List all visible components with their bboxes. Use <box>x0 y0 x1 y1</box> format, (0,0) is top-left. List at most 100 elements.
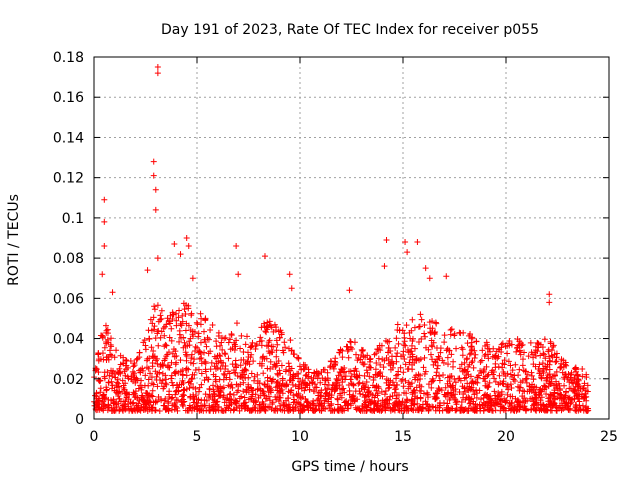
data-point <box>163 381 170 388</box>
data-point <box>142 342 149 349</box>
data-point <box>467 400 474 407</box>
data-point <box>442 384 449 391</box>
data-point <box>171 406 178 413</box>
data-point <box>261 391 268 398</box>
data-point <box>353 351 360 358</box>
data-point <box>136 354 143 361</box>
data-point <box>394 321 401 328</box>
data-point <box>409 316 416 323</box>
data-point <box>358 352 365 359</box>
data-point <box>283 382 290 389</box>
data-point <box>234 373 241 380</box>
data-point <box>408 348 415 355</box>
y-tick-label: 0.14 <box>53 130 84 146</box>
data-point <box>101 375 108 382</box>
data-point <box>471 354 478 361</box>
data-point <box>258 362 265 369</box>
data-point <box>350 382 357 389</box>
data-point <box>298 395 305 402</box>
data-point <box>228 381 235 388</box>
data-point <box>579 365 586 372</box>
data-point <box>242 399 249 406</box>
data-point <box>356 379 363 386</box>
data-point <box>521 349 528 356</box>
data-point <box>166 318 173 325</box>
data-point <box>471 391 478 398</box>
data-point <box>224 395 231 402</box>
data-point <box>178 322 185 329</box>
data-point <box>334 396 341 403</box>
data-point <box>473 387 480 394</box>
data-point <box>517 384 524 391</box>
data-point <box>334 377 341 384</box>
data-point <box>541 382 548 389</box>
data-point <box>343 343 350 350</box>
data-point <box>257 334 264 341</box>
data-point <box>466 385 473 392</box>
data-point <box>521 388 528 395</box>
data-point <box>109 289 116 296</box>
data-point <box>296 383 303 390</box>
data-point <box>122 356 129 363</box>
data-point <box>371 394 378 401</box>
data-point <box>110 367 117 374</box>
data-point <box>530 354 537 361</box>
data-point <box>248 395 255 402</box>
data-point <box>272 327 279 334</box>
data-point <box>242 341 249 348</box>
data-point <box>571 365 578 372</box>
data-point <box>378 342 385 349</box>
data-point <box>484 384 491 391</box>
data-point <box>261 382 268 389</box>
data-point <box>242 366 249 373</box>
data-point <box>145 365 152 372</box>
data-point <box>492 392 499 399</box>
data-point <box>233 398 240 405</box>
data-point <box>292 405 299 412</box>
data-point <box>315 370 322 377</box>
data-point <box>516 347 523 354</box>
data-point <box>195 333 202 340</box>
data-point <box>415 338 422 345</box>
data-point <box>402 342 409 349</box>
data-point <box>311 388 318 395</box>
data-point <box>114 379 121 386</box>
data-point <box>264 319 271 326</box>
data-point <box>539 401 546 408</box>
data-point <box>243 367 250 374</box>
data-point <box>583 374 590 381</box>
data-point <box>409 389 416 396</box>
data-point <box>357 390 364 397</box>
data-point <box>367 400 374 407</box>
data-point <box>432 359 439 366</box>
data-point <box>363 379 370 386</box>
data-point <box>207 366 214 373</box>
data-point <box>204 334 211 341</box>
data-point <box>149 353 156 360</box>
data-point <box>154 70 161 77</box>
data-point <box>452 379 459 386</box>
data-point <box>254 386 261 393</box>
data-point <box>183 357 190 364</box>
data-point <box>131 360 138 367</box>
data-point <box>197 310 204 317</box>
data-point <box>323 390 330 397</box>
data-point <box>161 397 168 404</box>
data-point <box>171 353 178 360</box>
data-point <box>216 392 223 399</box>
data-point <box>203 374 210 381</box>
data-point <box>483 363 490 370</box>
data-point <box>424 391 431 398</box>
data-point <box>166 334 173 341</box>
data-point <box>387 347 394 354</box>
data-point <box>434 356 441 363</box>
data-point <box>532 400 539 407</box>
data-point <box>313 384 320 391</box>
y-tick-label: 0.06 <box>53 291 84 307</box>
data-point <box>576 402 583 409</box>
data-point <box>551 389 558 396</box>
data-point <box>421 371 428 378</box>
data-point <box>552 403 559 410</box>
data-point <box>324 369 331 376</box>
